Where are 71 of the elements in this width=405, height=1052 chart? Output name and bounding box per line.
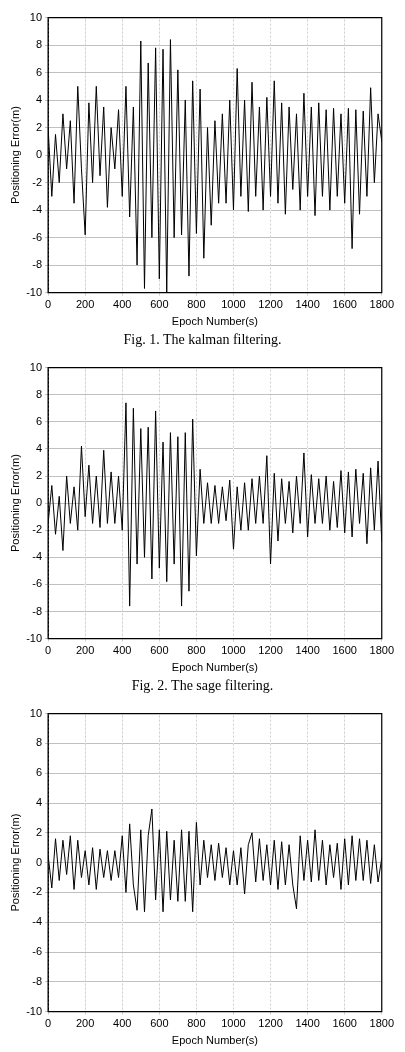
y-tick-label: -8: [32, 604, 43, 617]
y-tick-label: 4: [35, 441, 43, 454]
y-tick-label: 8: [35, 736, 43, 749]
caption: Fig. 2. The sage filtering.: [130, 678, 275, 694]
y-axis-title: Positioning Error(m): [8, 106, 21, 205]
y-tick-label: 2: [35, 120, 43, 133]
y-tick-label: 10: [29, 10, 43, 23]
x-tick-label: 600: [150, 298, 169, 311]
x-tick-label: 800: [187, 298, 206, 311]
y-tick-label: 0: [35, 496, 43, 509]
y-tick-label: 6: [35, 766, 43, 779]
x-tick-label: 1600: [332, 1017, 357, 1030]
x-tick-label: 400: [113, 644, 132, 657]
x-tick-label: 600: [150, 1017, 169, 1030]
x-tick-label: 1000: [221, 644, 246, 657]
y-tick-label: -2: [32, 523, 43, 536]
x-tick-label: 1800: [369, 644, 395, 657]
x-tick-label: 600: [150, 644, 169, 657]
y-tick-label: 4: [35, 796, 43, 809]
x-tick-label: 1400: [295, 644, 320, 657]
y-tick-label: -4: [32, 550, 43, 563]
y-tick-label: -6: [32, 945, 43, 958]
x-tick-label: 1800: [369, 298, 395, 311]
x-tick-label: 1800: [369, 1017, 395, 1030]
x-tick-label: 0: [45, 298, 52, 311]
y-tick-label: -10: [26, 631, 43, 644]
x-tick-label: 1200: [258, 1017, 283, 1030]
x-tick-label: 200: [75, 298, 95, 311]
x-tick-label: 1000: [221, 298, 246, 311]
y-tick-label: 2: [35, 825, 43, 838]
y-tick-label: -2: [32, 175, 43, 188]
x-tick-label: 1200: [258, 644, 283, 657]
y-tick-label: -10: [26, 285, 43, 298]
x-tick-label: 200: [75, 1017, 95, 1030]
y-tick-label: 8: [35, 38, 43, 51]
x-tick-label: 1000: [221, 1017, 246, 1030]
x-tick-label: 200: [75, 644, 95, 657]
y-tick-label: -6: [32, 577, 43, 590]
x-tick-label: 800: [187, 1017, 206, 1030]
y-tick-label: 10: [29, 360, 43, 373]
x-tick-label: 0: [45, 1017, 52, 1030]
x-tick-label: 400: [113, 1017, 132, 1030]
x-axis-title: Epoch Number(s): [171, 1034, 259, 1047]
x-tick-label: 400: [113, 298, 132, 311]
x-tick-label: 1600: [332, 644, 357, 657]
y-tick-label: 0: [35, 148, 43, 161]
x-tick-label: 0: [45, 644, 52, 657]
y-tick-label: 6: [35, 414, 43, 427]
y-tick-label: -4: [32, 203, 43, 216]
y-tick-label: -8: [32, 258, 43, 271]
y-tick-label: -10: [26, 1004, 43, 1017]
y-axis-title: Positioning Error(m): [8, 813, 21, 912]
y-tick-label: 10: [29, 706, 43, 719]
y-tick-label: -6: [32, 230, 43, 243]
y-tick-label: 4: [35, 93, 43, 106]
x-tick-label: 1200: [258, 298, 283, 311]
y-tick-label: -2: [32, 885, 43, 898]
caption: Fig. 1. The kalman filtering.: [122, 332, 283, 348]
y-tick-label: 2: [35, 469, 43, 482]
y-tick-label: 0: [35, 855, 43, 868]
y-tick-label: 8: [35, 387, 43, 400]
x-tick-label: 1400: [295, 1017, 320, 1030]
x-axis-title: Epoch Number(s): [171, 661, 259, 674]
y-tick-label: -4: [32, 915, 43, 928]
y-tick-label: 6: [35, 65, 43, 78]
y-axis-title: Positioning Error(m): [8, 454, 21, 553]
x-tick-label: 800: [187, 644, 206, 657]
x-axis-title: Epoch Number(s): [171, 315, 259, 328]
y-tick-label: -8: [32, 974, 43, 987]
x-tick-label: 1600: [332, 298, 357, 311]
x-tick-label: 1400: [295, 298, 320, 311]
